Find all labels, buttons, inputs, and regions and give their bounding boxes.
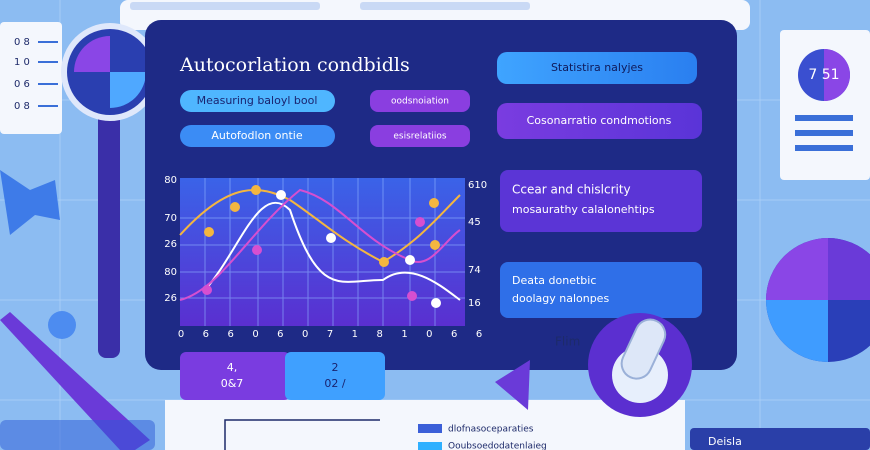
y-label: 80 xyxy=(164,267,177,278)
curve xyxy=(179,188,461,301)
x-label: 1 xyxy=(352,329,358,340)
card-line: Deata donetbic xyxy=(512,274,596,287)
magnifier-slice xyxy=(74,36,110,72)
x-label: 1 xyxy=(401,329,407,340)
pill xyxy=(180,125,335,147)
tag xyxy=(370,125,470,147)
curve-points xyxy=(202,185,441,308)
x-label: 6 xyxy=(476,329,482,340)
icon-circle xyxy=(48,311,76,339)
x-label: 7 xyxy=(327,329,333,340)
x-label: 0 xyxy=(426,329,432,340)
pie-slice xyxy=(766,300,828,362)
pen xyxy=(0,312,150,450)
top-bar xyxy=(360,2,530,10)
widget-label: 7 51 xyxy=(808,67,839,83)
y-label: 26 xyxy=(164,293,177,304)
curve xyxy=(179,189,461,264)
curve xyxy=(204,201,461,301)
legend-swatch xyxy=(418,442,442,450)
footer-label: Deisla xyxy=(708,435,742,448)
card-line: doolagy nalonpes xyxy=(512,292,609,305)
button[interactable] xyxy=(497,52,697,84)
x-label: 8 xyxy=(376,329,382,340)
plot-area xyxy=(180,178,465,326)
y2-label: 45 xyxy=(468,217,481,228)
pie-slice xyxy=(828,238,870,300)
sidebar-row: 0 8 xyxy=(14,37,30,48)
legend-swatch xyxy=(418,424,442,433)
knob-handle xyxy=(620,318,667,380)
pill xyxy=(180,90,335,112)
sidebar-row: 0 6 xyxy=(14,79,30,90)
footer-card xyxy=(690,428,870,450)
tag-label: esisrelatiios xyxy=(393,132,447,142)
gem xyxy=(495,360,530,410)
bottom-card xyxy=(0,420,155,450)
magnifier-handle xyxy=(98,100,120,358)
x-label: 6 xyxy=(203,329,209,340)
stat-value: 0&7 xyxy=(221,377,244,390)
card-line: Ccear and chislcrity xyxy=(512,183,631,197)
y-label: 80 xyxy=(164,175,177,186)
sidebar-lines xyxy=(38,41,58,107)
x-label: 6 xyxy=(227,329,233,340)
y2-label: 610 xyxy=(468,180,487,191)
info-card xyxy=(500,170,702,232)
widget-bars xyxy=(795,115,853,151)
panel-title: Autocorlation condbidls xyxy=(179,54,410,76)
x-label: 0 xyxy=(302,329,308,340)
y-label: 70 xyxy=(164,213,177,224)
stat-card xyxy=(285,352,385,400)
x-label: 6 xyxy=(451,329,457,340)
caption: Flim xyxy=(555,335,580,349)
button-label: Cosonarratio condmotions xyxy=(527,114,672,127)
button-label: Statistira nalyjes xyxy=(551,61,643,74)
pie-slice xyxy=(766,238,828,300)
stat-card xyxy=(180,352,290,400)
x-label: 6 xyxy=(277,329,283,340)
pill-label: Measuring baloyl bool xyxy=(197,94,318,107)
x-label: 0 xyxy=(252,329,258,340)
pill-label: Autofodlon ontie xyxy=(211,129,302,142)
card-line: mosaurathy calalonehtips xyxy=(512,203,655,216)
info-card xyxy=(500,262,702,318)
x-label: 0 xyxy=(178,329,184,340)
top-bar xyxy=(130,2,320,10)
y-label: 26 xyxy=(164,239,177,250)
sidebar xyxy=(0,22,62,134)
magnifier-slice xyxy=(110,72,146,108)
button[interactable] xyxy=(497,103,702,139)
stat-value: 02 / xyxy=(324,377,345,390)
stat-value: 2 xyxy=(332,361,339,374)
legend-label: dlofnasoceparaties xyxy=(448,425,534,435)
y2-label: 74 xyxy=(468,265,481,276)
sheet-axis xyxy=(224,419,380,450)
stat-value: 4, xyxy=(227,361,238,374)
widget-slice xyxy=(824,49,850,101)
gear-shape xyxy=(0,170,60,235)
tag-label: oodsnoiation xyxy=(391,97,449,107)
legend-label: Ooubsoedodatenlaieg xyxy=(448,442,547,450)
sidebar-row: 0 8 xyxy=(14,101,30,112)
y2-label: 16 xyxy=(468,298,481,309)
sidebar-row: 1 0 xyxy=(14,57,30,68)
plot-grid xyxy=(180,178,465,326)
tag xyxy=(370,90,470,112)
